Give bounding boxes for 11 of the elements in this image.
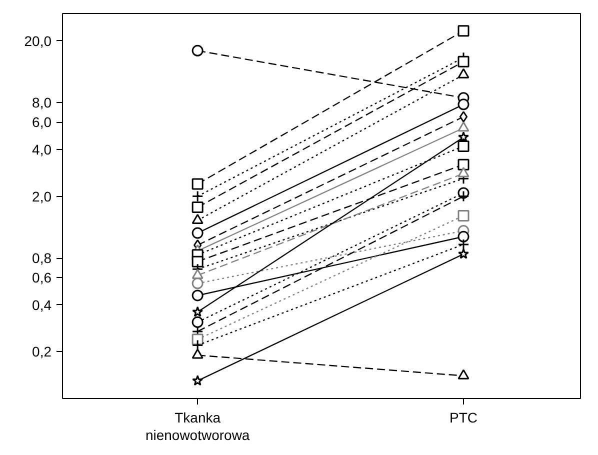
x-tick-label: PTC <box>450 410 478 426</box>
y-tick-label: 0,6 <box>32 270 52 286</box>
y-tick-label: 0,8 <box>32 250 52 266</box>
y-tick-label: 0,2 <box>32 344 52 360</box>
y-tick-label: 4,0 <box>32 142 52 158</box>
x-tick-label: Tkanka nienowotworowa <box>145 410 250 444</box>
y-tick-label: 0,4 <box>32 296 52 313</box>
y-tick-label: 2,0 <box>32 188 52 204</box>
y-tick-label: 20,0 <box>24 32 52 49</box>
y-tick-label: 8,0 <box>32 94 52 111</box>
y-tick-label: 6,0 <box>32 114 52 130</box>
